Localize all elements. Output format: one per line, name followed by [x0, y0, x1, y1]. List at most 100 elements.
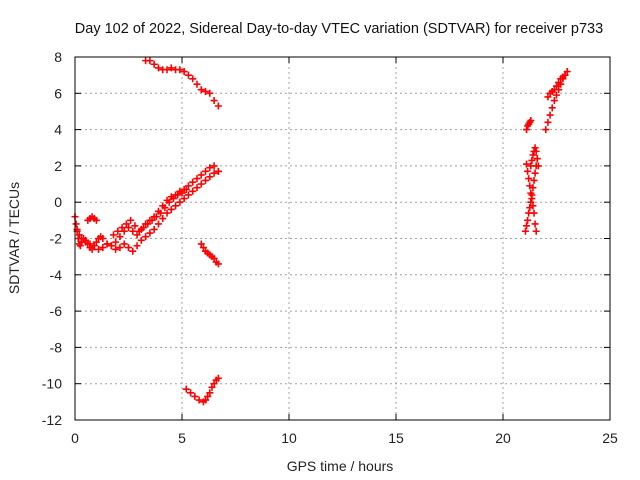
x-tick-label: 15 [388, 430, 404, 446]
data-point [214, 102, 222, 110]
data-point [206, 389, 214, 397]
data-point [184, 182, 192, 190]
data-point [82, 238, 90, 246]
data-point [110, 231, 118, 239]
data-point [206, 173, 214, 181]
data-point [154, 220, 162, 228]
data-point [528, 191, 536, 199]
data-point [180, 68, 188, 76]
series-6 [182, 374, 222, 406]
data-point [112, 238, 120, 246]
data-point [152, 213, 160, 221]
data-point [527, 198, 535, 206]
data-point [532, 162, 540, 170]
data-point [116, 233, 124, 241]
data-point [148, 216, 156, 224]
data-point [555, 78, 563, 86]
x-axis-label: GPS time / hours [287, 458, 394, 474]
data-point [127, 216, 135, 224]
series-7 [523, 117, 535, 134]
data-point [202, 396, 210, 404]
data-point [197, 180, 205, 188]
series-1 [73, 167, 222, 255]
data-point [112, 245, 120, 253]
data-point [548, 104, 556, 112]
y-tick-label: 0 [54, 194, 62, 210]
data-point [107, 242, 115, 250]
data-point [533, 155, 541, 163]
series-5 [197, 240, 222, 268]
data-point [210, 162, 218, 170]
data-point [532, 147, 540, 155]
data-point [206, 89, 214, 97]
data-point [139, 224, 147, 232]
data-point [199, 244, 207, 252]
data-point [103, 240, 111, 248]
data-point [159, 215, 167, 223]
x-tick-label: 20 [495, 430, 511, 446]
series-3 [110, 185, 190, 239]
data-point [525, 209, 533, 217]
data-point [202, 167, 210, 175]
data-point [210, 97, 218, 105]
data-points [71, 57, 571, 406]
data-point [561, 71, 569, 79]
data-point [135, 227, 143, 235]
data-point [529, 184, 537, 192]
data-point [523, 160, 531, 168]
data-point [165, 198, 173, 206]
data-point [72, 220, 80, 228]
data-point [525, 175, 533, 183]
series-10 [521, 155, 541, 235]
data-point [197, 171, 205, 179]
x-tick-label: 5 [178, 430, 186, 446]
data-point [563, 68, 571, 76]
data-point [146, 229, 154, 237]
data-point [531, 169, 539, 177]
y-tick-label: -8 [50, 339, 63, 355]
data-point [202, 87, 210, 95]
data-point [116, 244, 124, 252]
data-point [523, 222, 531, 230]
data-point [532, 227, 540, 235]
x-tick-label: 10 [281, 430, 297, 446]
data-point [114, 227, 122, 235]
data-point [137, 236, 145, 244]
data-point [144, 220, 152, 228]
data-point [214, 260, 222, 268]
y-tick-label: 8 [54, 49, 62, 65]
data-point [133, 231, 141, 239]
x-tick-labels: 0 5 10 15 20 25 [71, 430, 618, 446]
grid-lines [75, 57, 610, 420]
data-point [129, 227, 137, 235]
data-point [187, 389, 195, 397]
data-point [169, 195, 177, 203]
series-8 [523, 160, 540, 235]
data-point [202, 176, 210, 184]
series-2 [84, 213, 100, 224]
data-point [86, 240, 94, 248]
data-point [167, 64, 175, 72]
data-point [204, 392, 212, 400]
data-point [88, 245, 96, 253]
y-tick-label: -10 [42, 376, 62, 392]
data-point [77, 235, 85, 242]
data-point [125, 224, 132, 232]
data-point [530, 176, 538, 184]
data-point [161, 204, 169, 212]
data-point [208, 383, 216, 391]
data-point [544, 93, 552, 101]
data-point [131, 222, 139, 230]
data-point [206, 164, 214, 172]
y-tick-label: -6 [50, 303, 63, 319]
data-point [92, 216, 100, 224]
y-tick-label: -4 [50, 267, 63, 283]
data-point [529, 151, 537, 159]
data-point [210, 169, 218, 177]
y-axis-label: SDTVAR / TECUs [6, 182, 22, 294]
data-point [150, 225, 158, 233]
x-tick-label: 25 [602, 430, 618, 446]
data-point [214, 374, 222, 382]
data-point [550, 97, 558, 105]
data-point [95, 245, 103, 253]
